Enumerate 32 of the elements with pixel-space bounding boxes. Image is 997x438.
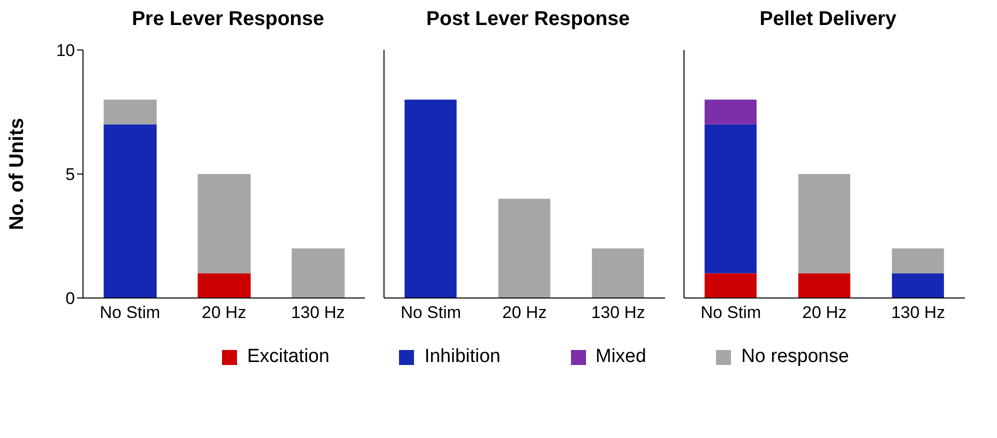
bar [104, 124, 157, 298]
chart-title: Pre Lever Response [130, 8, 326, 32]
chart-title: Pellet Delivery [758, 8, 898, 32]
x-tick-label: No Stim [100, 303, 160, 322]
bar [104, 100, 157, 124]
bar [704, 273, 757, 298]
y-axis-title: No. of Units [6, 118, 28, 230]
x-tick-label: 20 Hz [202, 303, 246, 322]
bar [292, 248, 345, 298]
bar [892, 248, 944, 274]
bar [798, 273, 850, 298]
legend-label: No response [741, 346, 849, 368]
x-tick-label: 130 Hz [891, 303, 946, 322]
legend-label: Excitation [247, 346, 330, 368]
bar [798, 174, 850, 274]
bar [892, 273, 944, 298]
x-tick-label: 20 Hz [502, 303, 547, 322]
bar [704, 124, 757, 274]
legend-label: Inhibition [424, 346, 500, 368]
bar [198, 273, 251, 298]
y-tick-label: 0 [66, 289, 75, 308]
bar [704, 100, 757, 124]
y-tick-label: 10 [56, 41, 75, 60]
x-tick-label: 20 Hz [802, 303, 847, 322]
chart-title: Post Lever Response [425, 8, 631, 32]
x-tick-label: No Stim [400, 303, 462, 322]
x-tick-label: 130 Hz [291, 303, 345, 322]
legend-label: Mixed [596, 346, 646, 368]
x-tick-label: 130 Hz [591, 303, 646, 322]
bar [198, 174, 251, 274]
x-tick-label: No Stim [700, 303, 762, 322]
y-tick-label: 5 [66, 165, 75, 184]
